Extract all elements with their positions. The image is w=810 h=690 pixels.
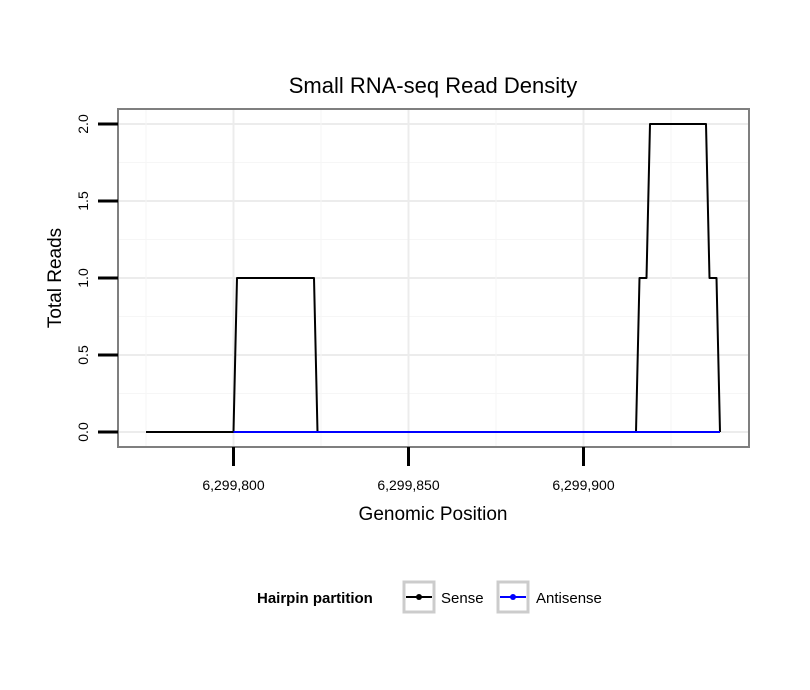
y-tick-label: 0.5 [75,345,91,365]
y-tick-label: 1.0 [75,268,91,288]
grid [118,109,749,447]
series-line-sense [146,123,721,433]
x-tick-label: 6,299,900 [552,477,614,493]
series-layer [146,123,721,433]
legend-key-sense-dot [416,594,422,600]
x-axis-title: Genomic Position [359,504,508,525]
x-tick-label: 6,299,850 [377,477,439,493]
axes: 0.0 0.5 1.0 1.5 2.0 6,299,800 6,299,850 6,299,9… [75,114,615,493]
legend: Hairpin partition Sense Antisense [257,580,602,614]
legend-title: Hairpin partition [257,590,373,607]
y-tick-label: 1.5 [75,191,91,211]
x-tick-label: 6,299,800 [202,477,264,493]
y-tick-label: 2.0 [75,114,91,134]
legend-label-sense: Sense [441,590,484,607]
legend-key-antisense-dot [510,594,516,600]
y-tick-label: 0.0 [75,422,91,442]
legend-label-antisense: Antisense [536,590,602,607]
chart-title: Small RNA-seq Read Density [289,73,578,98]
y-axis-title: Total Reads [45,228,66,328]
